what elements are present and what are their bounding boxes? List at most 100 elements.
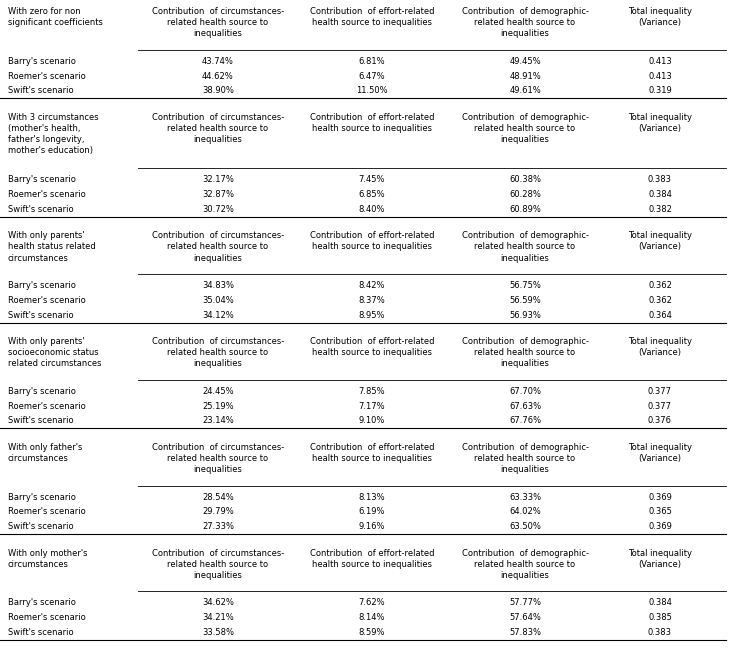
Text: 56.93%: 56.93%	[509, 311, 541, 319]
Text: 35.04%: 35.04%	[202, 296, 234, 305]
Text: 23.14%: 23.14%	[202, 417, 234, 426]
Text: Contribution  of circumstances-
related health source to
inequalities: Contribution of circumstances- related h…	[152, 113, 284, 144]
Text: Swift's scenario: Swift's scenario	[8, 522, 74, 531]
Text: 7.45%: 7.45%	[359, 175, 385, 184]
Text: 60.38%: 60.38%	[509, 175, 541, 184]
Text: 0.377: 0.377	[648, 401, 672, 411]
Text: 34.62%: 34.62%	[202, 598, 234, 607]
Text: 0.369: 0.369	[648, 522, 672, 531]
Text: Swift's scenario: Swift's scenario	[8, 628, 74, 637]
Text: Contribution  of demographic-
related health source to
inequalities: Contribution of demographic- related hea…	[461, 7, 588, 38]
Text: 34.83%: 34.83%	[202, 281, 234, 290]
Text: 0.319: 0.319	[648, 87, 672, 95]
Text: With zero for non
significant coefficients: With zero for non significant coefficien…	[8, 7, 103, 27]
Text: 0.383: 0.383	[648, 628, 672, 637]
Text: Barry's scenario: Barry's scenario	[8, 387, 76, 396]
Text: Swift's scenario: Swift's scenario	[8, 205, 74, 214]
Text: Contribution  of circumstances-
related health source to
inequalities: Contribution of circumstances- related h…	[152, 232, 284, 262]
Text: 32.17%: 32.17%	[202, 175, 234, 184]
Text: 0.382: 0.382	[648, 205, 672, 214]
Text: Contribution  of effort-related
health source to inequalities: Contribution of effort-related health so…	[310, 337, 434, 357]
Text: 30.72%: 30.72%	[202, 205, 234, 214]
Text: 60.89%: 60.89%	[509, 205, 541, 214]
Text: 67.76%: 67.76%	[509, 417, 541, 426]
Text: 64.02%: 64.02%	[509, 507, 541, 516]
Text: 63.33%: 63.33%	[509, 493, 541, 502]
Text: 0.369: 0.369	[648, 493, 672, 502]
Text: With only mother's
circumstances: With only mother's circumstances	[8, 548, 88, 569]
Text: 0.385: 0.385	[648, 613, 672, 622]
Text: 43.74%: 43.74%	[202, 56, 234, 66]
Text: 6.19%: 6.19%	[359, 507, 385, 516]
Text: Swift's scenario: Swift's scenario	[8, 417, 74, 426]
Text: 44.62%: 44.62%	[202, 72, 234, 81]
Text: 6.81%: 6.81%	[359, 56, 385, 66]
Text: 8.40%: 8.40%	[359, 205, 385, 214]
Text: Contribution  of effort-related
health source to inequalities: Contribution of effort-related health so…	[310, 113, 434, 133]
Text: 8.59%: 8.59%	[359, 628, 385, 637]
Text: Contribution  of demographic-
related health source to
inequalities: Contribution of demographic- related hea…	[461, 443, 588, 474]
Text: 57.83%: 57.83%	[509, 628, 541, 637]
Text: 29.79%: 29.79%	[202, 507, 234, 516]
Text: 7.85%: 7.85%	[359, 387, 385, 396]
Text: 0.376: 0.376	[648, 417, 672, 426]
Text: 34.12%: 34.12%	[202, 311, 234, 319]
Text: 8.13%: 8.13%	[359, 493, 385, 502]
Text: Swift's scenario: Swift's scenario	[8, 87, 74, 95]
Text: Total inequality
(Variance): Total inequality (Variance)	[628, 113, 692, 133]
Text: 7.17%: 7.17%	[359, 401, 385, 411]
Text: 9.10%: 9.10%	[359, 417, 385, 426]
Text: 11.50%: 11.50%	[356, 87, 388, 95]
Text: Roemer's scenario: Roemer's scenario	[8, 296, 86, 305]
Text: 0.362: 0.362	[648, 296, 672, 305]
Text: 49.61%: 49.61%	[509, 87, 541, 95]
Text: 0.384: 0.384	[648, 190, 672, 199]
Text: Contribution  of circumstances-
related health source to
inequalities: Contribution of circumstances- related h…	[152, 443, 284, 474]
Text: 0.384: 0.384	[648, 598, 672, 607]
Text: Total inequality
(Variance): Total inequality (Variance)	[628, 337, 692, 357]
Text: 9.16%: 9.16%	[359, 522, 385, 531]
Text: With only parents'
health status related
circumstances: With only parents' health status related…	[8, 232, 96, 262]
Text: Contribution  of circumstances-
related health source to
inequalities: Contribution of circumstances- related h…	[152, 7, 284, 38]
Text: With only parents'
socioeconomic status
related circumstances: With only parents' socioeconomic status …	[8, 337, 102, 368]
Text: Barry's scenario: Barry's scenario	[8, 598, 76, 607]
Text: 32.87%: 32.87%	[202, 190, 234, 199]
Text: 8.37%: 8.37%	[359, 296, 385, 305]
Text: Contribution  of effort-related
health source to inequalities: Contribution of effort-related health so…	[310, 7, 434, 27]
Text: Barry's scenario: Barry's scenario	[8, 175, 76, 184]
Text: Contribution  of effort-related
health source to inequalities: Contribution of effort-related health so…	[310, 548, 434, 569]
Text: 49.45%: 49.45%	[510, 56, 541, 66]
Text: 33.58%: 33.58%	[202, 628, 234, 637]
Text: 0.413: 0.413	[648, 72, 672, 81]
Text: Roemer's scenario: Roemer's scenario	[8, 401, 86, 411]
Text: 38.90%: 38.90%	[202, 87, 234, 95]
Text: Contribution  of effort-related
health source to inequalities: Contribution of effort-related health so…	[310, 232, 434, 251]
Text: Total inequality
(Variance): Total inequality (Variance)	[628, 443, 692, 463]
Text: Total inequality
(Variance): Total inequality (Variance)	[628, 7, 692, 27]
Text: 67.63%: 67.63%	[509, 401, 541, 411]
Text: 60.28%: 60.28%	[509, 190, 541, 199]
Text: Contribution  of demographic-
related health source to
inequalities: Contribution of demographic- related hea…	[461, 548, 588, 580]
Text: 63.50%: 63.50%	[509, 522, 541, 531]
Text: Contribution  of circumstances-
related health source to
inequalities: Contribution of circumstances- related h…	[152, 337, 284, 368]
Text: Roemer's scenario: Roemer's scenario	[8, 613, 86, 622]
Text: With only father's
circumstances: With only father's circumstances	[8, 443, 83, 463]
Text: 67.70%: 67.70%	[509, 387, 541, 396]
Text: Contribution  of circumstances-
related health source to
inequalities: Contribution of circumstances- related h…	[152, 548, 284, 580]
Text: Contribution  of demographic-
related health source to
inequalities: Contribution of demographic- related hea…	[461, 113, 588, 144]
Text: 0.413: 0.413	[648, 56, 672, 66]
Text: 0.365: 0.365	[648, 507, 672, 516]
Text: 6.85%: 6.85%	[359, 190, 385, 199]
Text: 0.377: 0.377	[648, 387, 672, 396]
Text: Contribution  of effort-related
health source to inequalities: Contribution of effort-related health so…	[310, 443, 434, 463]
Text: 0.362: 0.362	[648, 281, 672, 290]
Text: Roemer's scenario: Roemer's scenario	[8, 190, 86, 199]
Text: 8.42%: 8.42%	[359, 281, 385, 290]
Text: 8.14%: 8.14%	[359, 613, 385, 622]
Text: 24.45%: 24.45%	[202, 387, 234, 396]
Text: 0.383: 0.383	[648, 175, 672, 184]
Text: Barry's scenario: Barry's scenario	[8, 493, 76, 502]
Text: 56.75%: 56.75%	[509, 281, 541, 290]
Text: 25.19%: 25.19%	[202, 401, 234, 411]
Text: 28.54%: 28.54%	[202, 493, 234, 502]
